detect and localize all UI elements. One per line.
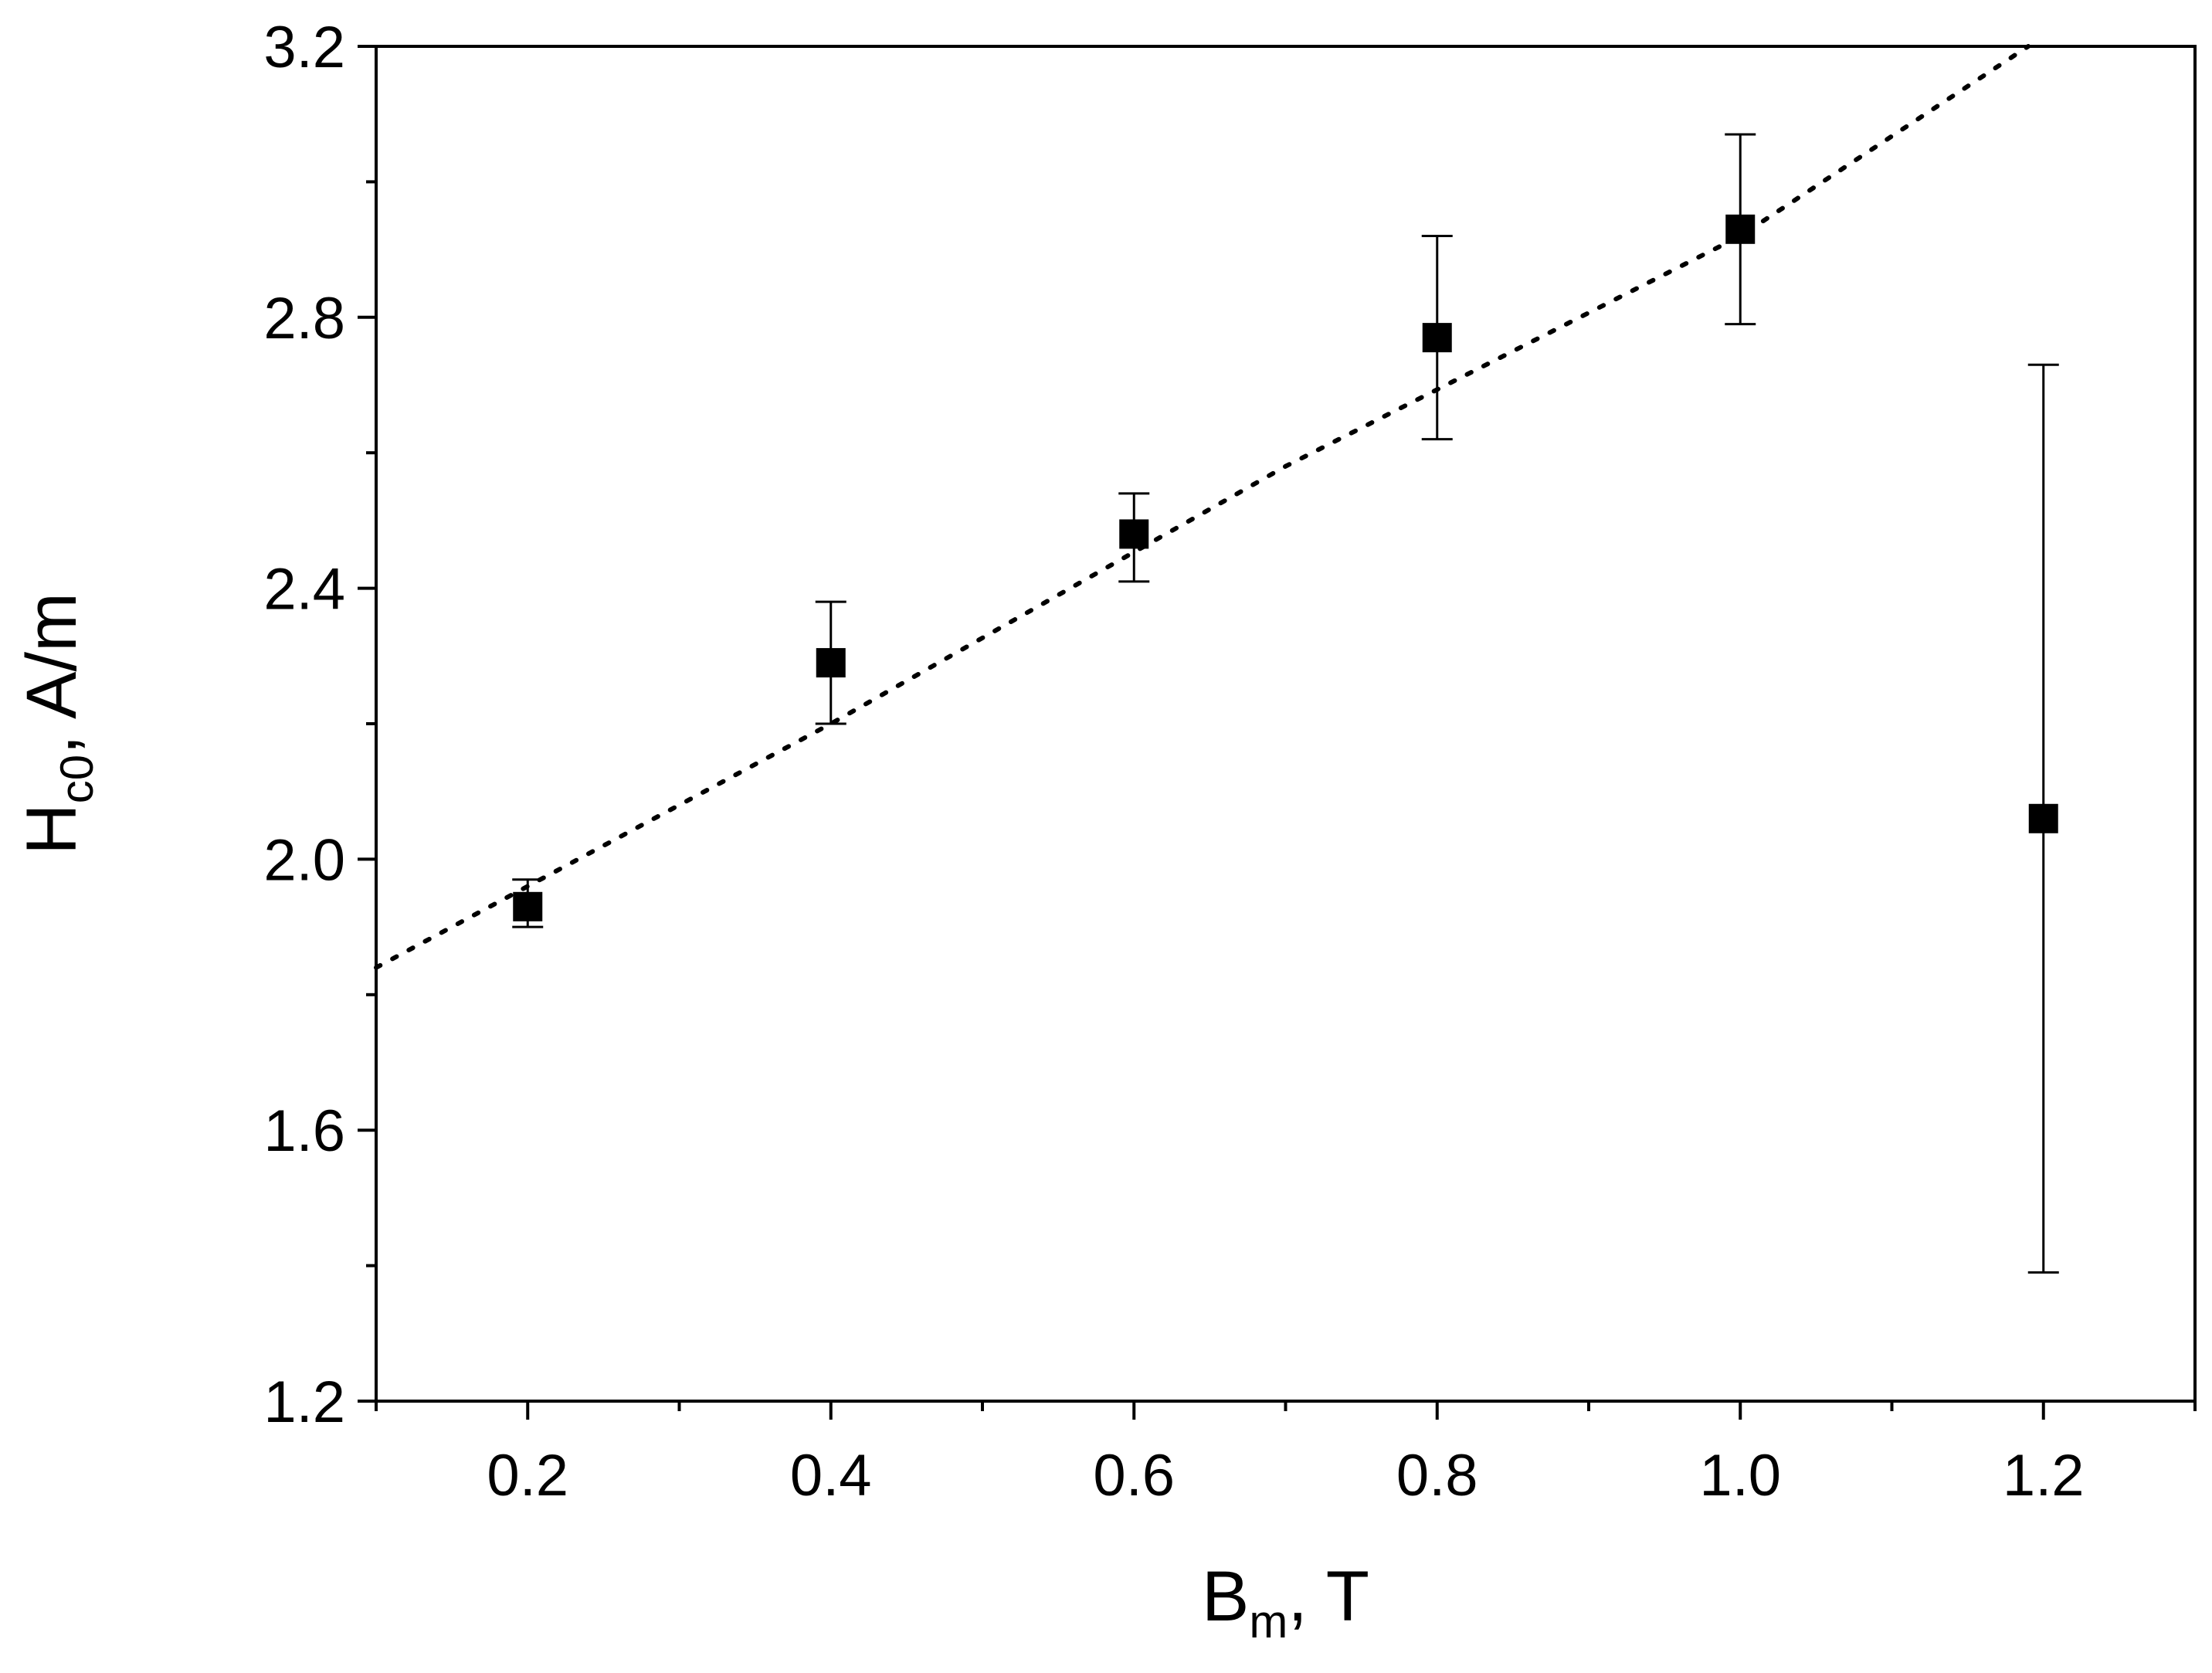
x-tick-label: 0.2 [487, 1443, 568, 1508]
error-bar-layer [512, 133, 2059, 1274]
x-tick-label: 0.4 [790, 1443, 872, 1508]
y-tick-label: 2.8 [263, 286, 345, 351]
data-point-marker [513, 891, 543, 921]
x-axis-title: Bm, T [1202, 1557, 1369, 1648]
x-tick-label: 0.8 [1396, 1443, 1478, 1508]
data-point-marker [1119, 519, 1149, 549]
data-point-marker [1422, 323, 1452, 353]
y-tick-label: 2.0 [263, 827, 345, 893]
marker-layer [513, 214, 2058, 921]
y-axis-title-main: H [12, 803, 91, 854]
x-axis-title-main: B [1202, 1557, 1249, 1636]
y-tick-label: 2.4 [263, 557, 345, 623]
tick-layer [358, 45, 2197, 1420]
y-tick-label: 3.2 [263, 15, 345, 80]
x-axis-title-subscript: m [1249, 1596, 1288, 1648]
x-tick-label: 1.0 [1699, 1443, 1781, 1508]
y-tick-label: 1.6 [263, 1098, 345, 1164]
data-point-marker [816, 648, 846, 678]
x-tick-label: 0.6 [1093, 1443, 1175, 1508]
x-tick-labels: 0.2 0.4 0.6 0.8 1.0 1.2 [487, 1443, 2084, 1508]
x-tick-label: 1.2 [2003, 1443, 2085, 1508]
y-axis-title-subscript: c0 [51, 755, 103, 803]
fit-line-layer [374, 44, 2031, 970]
x-axis-title-suffix: , T [1288, 1557, 1369, 1636]
data-point-marker [1725, 214, 1756, 244]
fit-line [374, 44, 2031, 970]
y-tick-label: 1.2 [263, 1369, 345, 1435]
y-tick-labels: 1.2 1.6 2.0 2.4 2.8 3.2 [263, 15, 345, 1435]
y-axis-title: Hc0, A/m [12, 592, 103, 854]
data-point-marker [2028, 803, 2058, 833]
y-axis-title-suffix: , A/m [12, 592, 91, 755]
plot-area-frame [375, 45, 2197, 1403]
